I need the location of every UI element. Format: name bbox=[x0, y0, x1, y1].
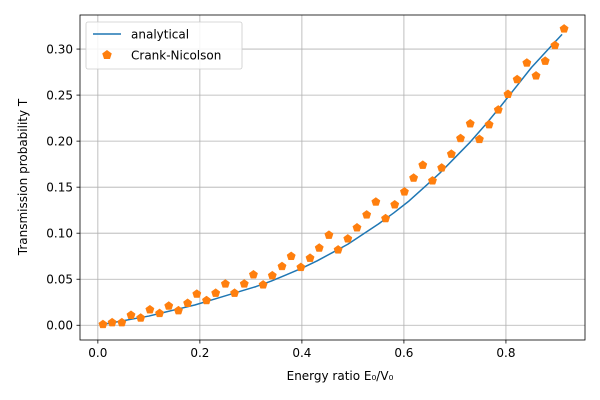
y-axis-label: Transmission probability T bbox=[16, 98, 30, 256]
crank-nicolson-point bbox=[484, 119, 494, 129]
crank-nicolson-point bbox=[512, 74, 522, 84]
crank-nicolson-point bbox=[343, 234, 353, 243]
crank-nicolson-point bbox=[155, 308, 165, 318]
crank-nicolson-point bbox=[220, 279, 230, 288]
crank-nicolson-point bbox=[418, 160, 428, 169]
crank-nicolson-point bbox=[399, 187, 409, 196]
crank-nicolson-point bbox=[371, 197, 381, 206]
crank-nicolson-point bbox=[550, 40, 560, 50]
y-tick-label: 0.15 bbox=[46, 180, 73, 194]
crank-nicolson-point bbox=[531, 71, 541, 80]
crank-nicolson-point bbox=[136, 313, 146, 322]
legend: analytical Crank-Nicolson bbox=[85, 21, 243, 70]
y-tick-label: 0.20 bbox=[46, 134, 73, 148]
crank-nicolson-point bbox=[202, 295, 211, 305]
x-axis-ticks: 0.0 0.2 0.4 0.6 0.8 bbox=[88, 340, 515, 360]
crank-nicolson-point bbox=[117, 317, 127, 327]
crank-nicolson-point bbox=[352, 222, 362, 232]
crank-nicolson-point bbox=[296, 262, 306, 272]
crank-nicolson-point bbox=[230, 288, 240, 297]
crank-nicolson-point bbox=[173, 305, 183, 315]
series-analytical-line bbox=[102, 33, 563, 326]
crank-nicolson-point bbox=[211, 288, 221, 297]
crank-nicolson-point bbox=[314, 243, 324, 252]
y-tick-label: 0.30 bbox=[46, 42, 73, 56]
y-tick-label: 0.25 bbox=[46, 88, 73, 102]
crank-nicolson-point bbox=[324, 230, 334, 239]
crank-nicolson-point bbox=[98, 319, 108, 329]
crank-nicolson-point bbox=[381, 213, 391, 223]
crank-nicolson-point bbox=[239, 279, 249, 288]
crank-nicolson-point bbox=[248, 269, 258, 279]
x-tick-label: 0.0 bbox=[88, 346, 107, 360]
crank-nicolson-point bbox=[559, 24, 569, 33]
crank-nicolson-point bbox=[503, 89, 513, 98]
crank-nicolson-point bbox=[409, 173, 419, 182]
legend-swatch-crank-nicolson bbox=[102, 49, 112, 60]
crank-nicolson-point bbox=[277, 261, 287, 271]
crank-nicolson-point bbox=[474, 134, 484, 144]
crank-nicolson-point bbox=[107, 317, 117, 327]
x-tick-label: 0.2 bbox=[190, 346, 209, 360]
crank-nicolson-point bbox=[446, 149, 456, 158]
crank-nicolson-point bbox=[390, 199, 400, 209]
crank-nicolson-point bbox=[333, 245, 343, 254]
crank-nicolson-point bbox=[362, 210, 372, 219]
legend-label-crank-nicolson: Crank-Nicolson bbox=[131, 49, 221, 63]
crank-nicolson-point bbox=[126, 310, 136, 319]
legend-box bbox=[85, 21, 243, 70]
crank-nicolson-point bbox=[428, 176, 437, 185]
crank-nicolson-point bbox=[493, 105, 503, 114]
crank-nicolson-point bbox=[286, 251, 296, 261]
y-axis-ticks: 0.00 0.05 0.10 0.15 0.20 0.25 0.30 bbox=[46, 42, 80, 333]
crank-nicolson-point bbox=[192, 289, 202, 298]
crank-nicolson-point bbox=[164, 301, 174, 310]
axes-frame bbox=[79, 14, 586, 341]
y-tick-label: 0.10 bbox=[46, 227, 73, 241]
crank-nicolson-point bbox=[437, 163, 447, 172]
legend-label-analytical: analytical bbox=[131, 28, 189, 42]
crank-nicolson-point bbox=[456, 133, 466, 143]
plot-series bbox=[98, 24, 569, 329]
x-tick-label: 0.8 bbox=[496, 346, 515, 360]
y-tick-label: 0.05 bbox=[46, 273, 73, 287]
crank-nicolson-point bbox=[465, 118, 475, 128]
crank-nicolson-point bbox=[540, 56, 550, 65]
crank-nicolson-point bbox=[145, 304, 155, 314]
x-tick-label: 0.4 bbox=[292, 346, 311, 360]
crank-nicolson-point bbox=[183, 298, 193, 307]
crank-nicolson-point bbox=[305, 253, 315, 262]
crank-nicolson-point bbox=[522, 58, 532, 67]
x-axis-label: Energy ratio E₀/V₀ bbox=[287, 369, 394, 383]
crank-nicolson-point bbox=[267, 270, 277, 280]
x-tick-label: 0.6 bbox=[394, 346, 413, 360]
crank-nicolson-point bbox=[258, 280, 268, 289]
y-tick-label: 0.00 bbox=[46, 319, 73, 333]
